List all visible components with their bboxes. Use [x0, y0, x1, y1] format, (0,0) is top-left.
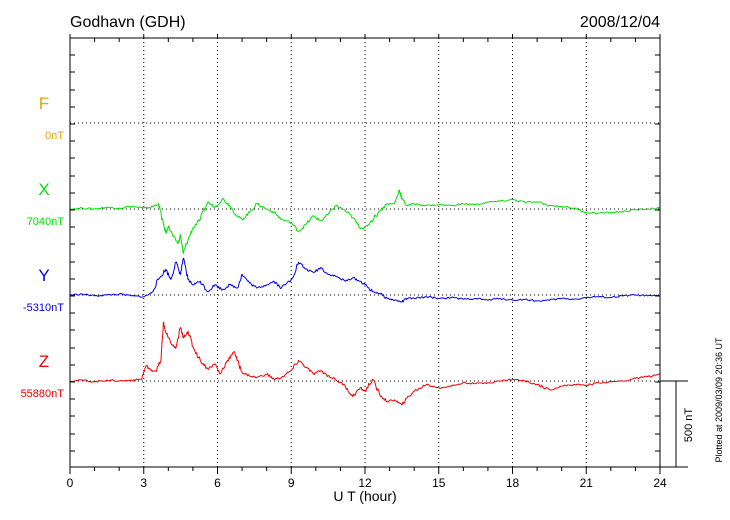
label-layer: 0 3 6 9 12 15 18 21 24 F 0nT X 7040nT Y -5310nT Z 55880n… [21, 94, 667, 490]
scale-bar: 500 nT [660, 380, 695, 468]
scale-bar-label: 500 nT [683, 408, 695, 443]
x-axis-title: U T (hour) [333, 488, 396, 504]
series-baseline-f: 0nT [45, 130, 64, 142]
x-tick-label: 18 [506, 476, 520, 490]
x-tick-label: 6 [214, 476, 221, 490]
series-name-y: Y [38, 266, 49, 285]
chart-title: Godhavn (GDH) [70, 14, 186, 31]
chart-date: 2008/12/04 [580, 14, 660, 31]
series-line-x [69, 189, 661, 255]
series-name-x: X [38, 180, 49, 199]
series-baseline-y: -5310nT [23, 302, 64, 314]
series-name-z: Z [39, 352, 49, 371]
x-tick-label: 24 [653, 476, 667, 490]
series-layer [69, 189, 661, 406]
x-tick-label: 12 [358, 476, 372, 490]
tick-layer [69, 34, 661, 474]
series-line-z [69, 321, 660, 406]
x-tick-label: 9 [288, 476, 295, 490]
x-tick-label: 0 [67, 476, 74, 490]
series-baseline-z: 55880nT [21, 388, 65, 400]
plotted-note: Plotted at 2009/03/09 20:36 UT [714, 337, 724, 463]
series-baseline-x: 7040nT [27, 216, 65, 228]
x-tick-label: 3 [140, 476, 147, 490]
x-tick-label: 21 [580, 476, 594, 490]
x-tick-label: 15 [432, 476, 446, 490]
series-name-f: F [39, 94, 49, 113]
series-line-y [69, 257, 661, 303]
